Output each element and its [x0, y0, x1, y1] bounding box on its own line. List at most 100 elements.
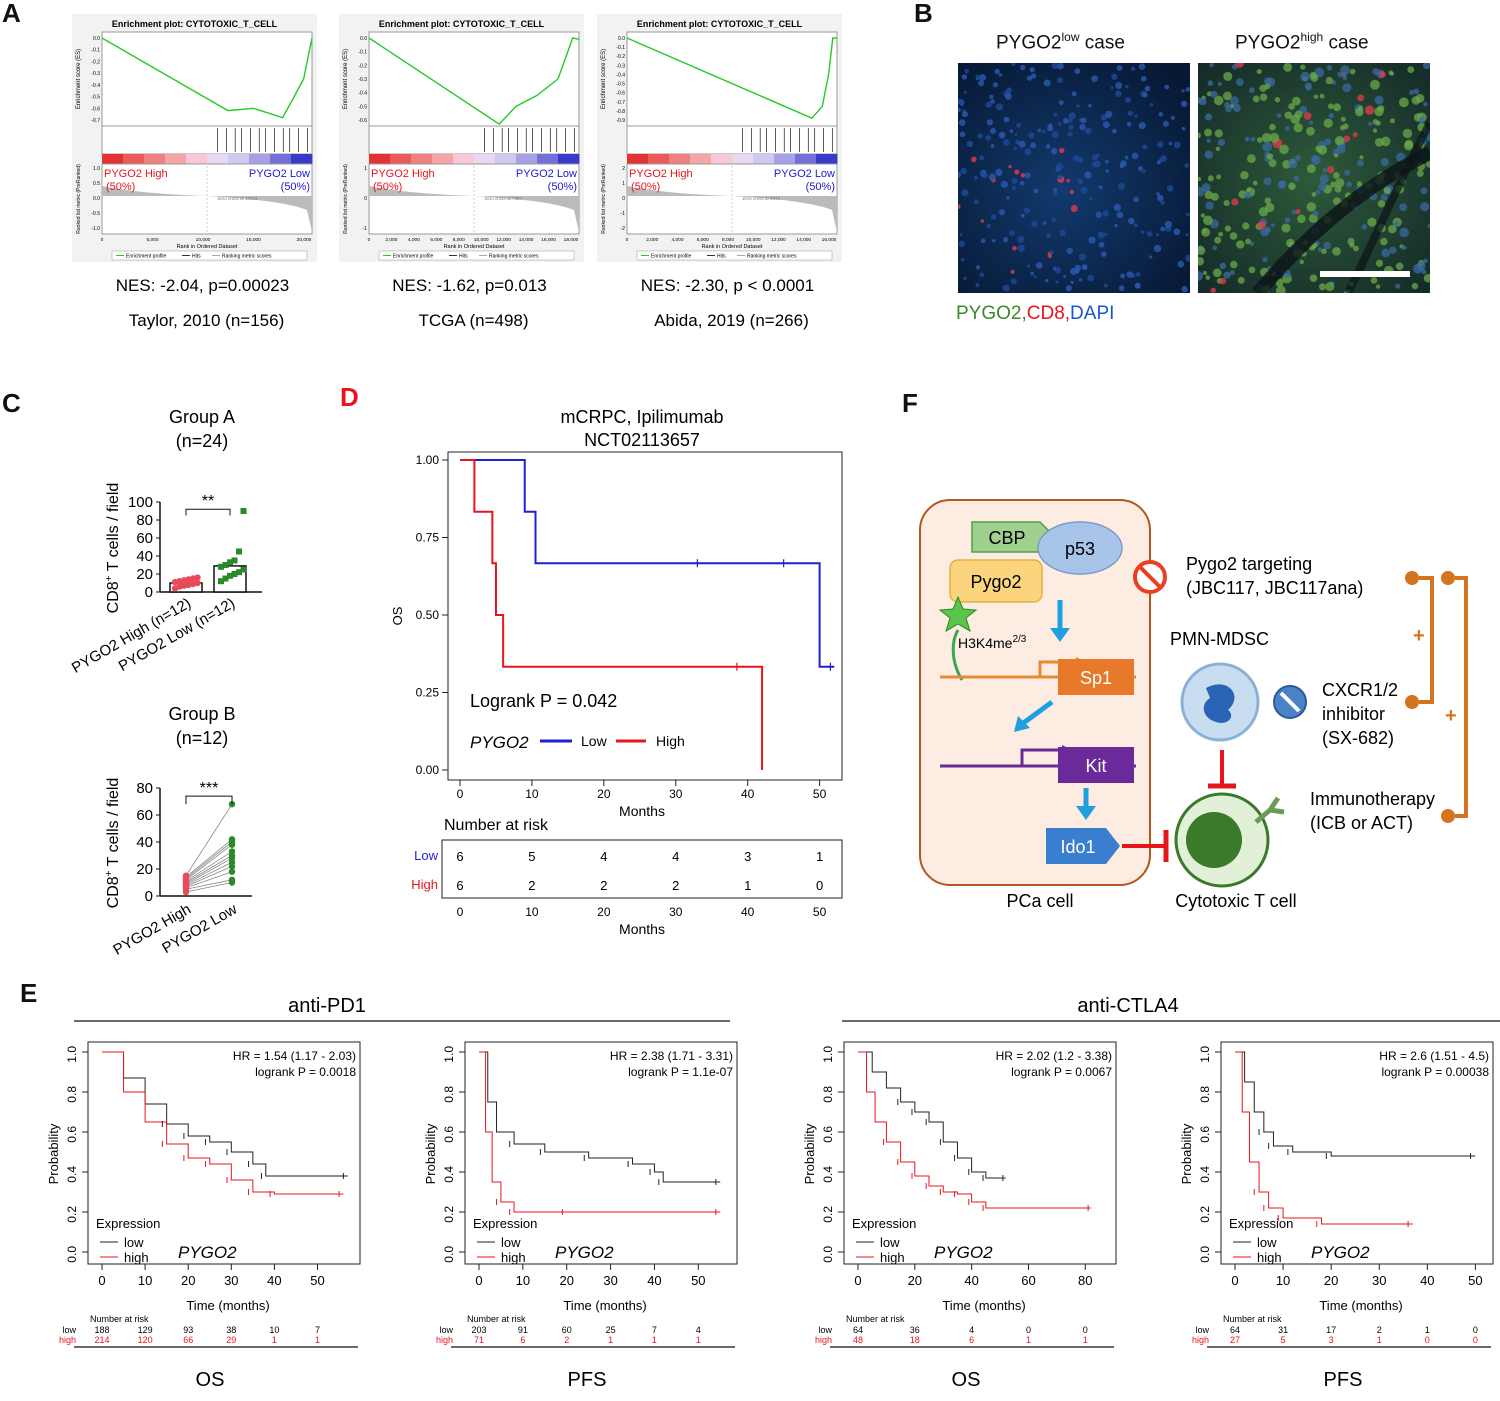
cell-dot — [977, 133, 983, 139]
pygo2-low-label: PYGO2 Low — [774, 168, 835, 180]
cell-dot — [985, 135, 991, 141]
cell-dot — [1285, 126, 1290, 131]
es-axis-label: Enrichment score (ES) — [601, 49, 607, 109]
d-risk-x-tick: 0 — [457, 905, 464, 919]
cell-dot — [975, 283, 980, 288]
cell-dot — [1103, 283, 1108, 288]
legend-profile: Enrichment profile — [393, 254, 434, 260]
x-tick-label: 18,000 — [564, 237, 579, 243]
e-risk-low-value: 64 — [853, 1325, 863, 1335]
cell-dot — [1222, 91, 1232, 101]
cell-dot — [1217, 81, 1222, 86]
e-risk-title: Number at risk — [467, 1314, 526, 1324]
cell-dot — [1411, 282, 1419, 290]
e-y-tick-label: 0.0 — [821, 1246, 835, 1263]
cell-dot — [1319, 93, 1325, 99]
cell-dot — [1035, 262, 1043, 269]
e-risk-low-value: 7 — [652, 1325, 657, 1335]
cell-dot — [1370, 79, 1380, 90]
cell-dot — [1284, 217, 1291, 223]
cell-dot — [1319, 174, 1329, 184]
cell-dot — [1011, 63, 1016, 66]
e-risk-low-value: 36 — [910, 1325, 920, 1335]
groupA-point-low — [236, 569, 242, 576]
d-y-label: OS — [390, 606, 405, 625]
cell-dot — [1250, 136, 1256, 142]
es-tick-label: -0.6 — [91, 106, 100, 112]
cell-dot — [1347, 237, 1355, 246]
heat-cell — [774, 154, 796, 164]
heat-cell — [165, 154, 187, 164]
cell-dot — [1014, 169, 1020, 175]
e-y-tick-label: 0.2 — [1198, 1206, 1212, 1223]
e-x-tick-label: 50 — [310, 1273, 324, 1288]
cell-dot — [1026, 264, 1030, 268]
e-curve-high — [858, 1051, 1091, 1209]
metric-tick-label: -1 — [363, 226, 368, 232]
cell-dot — [1149, 255, 1153, 259]
cell-dot — [1125, 85, 1129, 89]
cell-dot — [1063, 274, 1067, 279]
cell-dot — [1401, 245, 1407, 251]
cell-dot — [1389, 246, 1397, 254]
cell-dot — [1102, 121, 1110, 129]
dataset-label: TCGA (n=498) — [418, 311, 528, 330]
cell-dot — [1069, 189, 1074, 195]
cell-dot — [1067, 131, 1073, 137]
cell-dot — [1003, 139, 1010, 146]
cell-dot — [1206, 138, 1211, 143]
es-frame — [626, 31, 838, 127]
cell-dot — [1404, 139, 1414, 149]
legend-hits: Hits — [459, 254, 468, 260]
x-tick-label: 0 — [101, 237, 104, 243]
e-y-label: Probability — [1179, 1123, 1194, 1184]
cell-dot — [1015, 139, 1020, 145]
cell-dot — [1205, 275, 1211, 280]
cxcr-label: CXCR1/2 — [1322, 680, 1398, 700]
cell-dot — [994, 68, 1000, 75]
cell-dot — [979, 155, 985, 161]
cell-dot — [1046, 233, 1052, 239]
cell-dot — [958, 171, 961, 176]
cell-dot — [1356, 181, 1363, 187]
e-legend-low: low — [501, 1235, 521, 1250]
cell-dot — [1422, 63, 1430, 70]
cell-dot — [1200, 213, 1205, 218]
cell-dot — [1423, 258, 1428, 264]
cell-dot — [1248, 266, 1256, 274]
e-risk-high-value: 1 — [1026, 1335, 1031, 1345]
cell-dot — [964, 68, 970, 74]
d-risk-x-tick: 50 — [813, 905, 827, 919]
e-risk-high-value: 0 — [1473, 1335, 1478, 1345]
e-curve-high — [102, 1051, 344, 1195]
cell-dot — [1427, 223, 1430, 229]
e-x-tick-label: 10 — [138, 1273, 152, 1288]
e-hr: HR = 2.02 (1.2 - 3.38) — [996, 1049, 1112, 1063]
cell-dot — [1323, 118, 1333, 128]
e-x-tick-label: 20 — [908, 1273, 922, 1288]
cell-dot — [1380, 237, 1388, 246]
heat-cell — [291, 154, 313, 164]
panel-a: Enrichment plot: CYTOTOXIC_T_CELL 0.0 -0.1… — [72, 14, 902, 334]
gsea-title: Enrichment plot: CYTOTOXIC_T_CELL — [637, 19, 803, 29]
receptor-icon — [1254, 796, 1285, 824]
d-x-tick-label: 0 — [457, 787, 464, 801]
e-x-tick-label: 30 — [1372, 1273, 1386, 1288]
e-y-tick-label: 0.2 — [821, 1206, 835, 1223]
e-y-tick-label: 0.4 — [821, 1166, 835, 1183]
e-risk-high-value: 214 — [94, 1335, 109, 1345]
e-x-tick-label: 40 — [1420, 1273, 1434, 1288]
cell-dot — [1215, 146, 1221, 152]
d-risk-x-tick: 20 — [597, 905, 611, 919]
e-risk-low-value: 129 — [138, 1325, 153, 1335]
d-risk-x-tick: 10 — [525, 905, 539, 919]
cell-dot — [1142, 169, 1146, 174]
cell-dot — [1339, 125, 1346, 131]
cell-dot — [1113, 203, 1121, 212]
e-x-tick-label: 30 — [224, 1273, 238, 1288]
heat-cell — [453, 154, 475, 164]
es-tick-label: -0.5 — [616, 82, 625, 88]
cell-dot — [980, 219, 984, 223]
e-y-label: Probability — [423, 1123, 438, 1184]
cell-dot — [1097, 231, 1105, 239]
